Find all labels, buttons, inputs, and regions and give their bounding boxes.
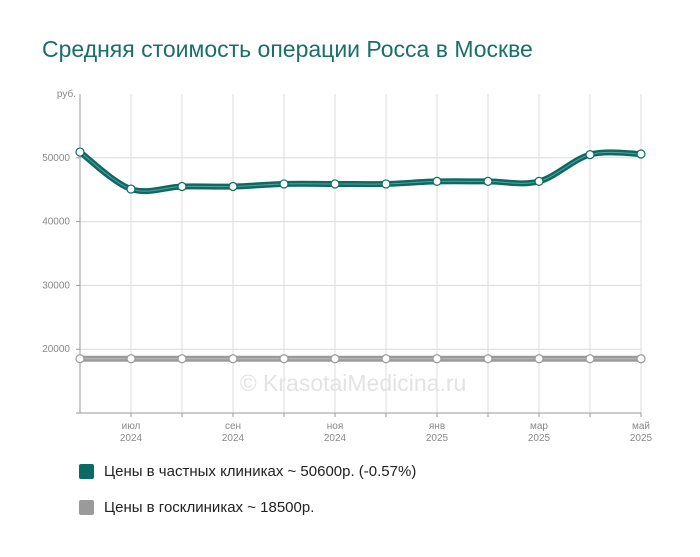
chart-title: Средняя стоимость операции Росса в Москв…	[42, 36, 533, 62]
data-point-private[interactable]	[483, 176, 493, 187]
data-point-private[interactable]	[330, 179, 340, 189]
grid	[80, 94, 642, 413]
watermark: © KrasotaiMedicina.ru	[240, 370, 467, 396]
y-tick-label: 50000	[42, 153, 70, 164]
data-point-private[interactable]	[228, 181, 238, 192]
data-point-private[interactable]	[432, 176, 442, 187]
data-point-private[interactable]	[177, 181, 187, 192]
data-point-public[interactable]	[585, 354, 595, 364]
data-point-public[interactable]	[228, 354, 238, 364]
legend-swatch-public	[79, 500, 94, 515]
x-tick-label-month: сен	[225, 421, 241, 432]
data-point-private[interactable]	[75, 147, 85, 157]
legend-label-private: Цены в частных клиниках ~ 50600р. (-0.57…	[104, 463, 417, 480]
y-tick-label: 20000	[42, 344, 70, 355]
data-point-private[interactable]	[126, 184, 136, 194]
series-lines	[77, 149, 644, 362]
data-point-private[interactable]	[381, 179, 391, 189]
x-tick-label-month: май	[632, 421, 650, 432]
y-axis-unit-label: руб.	[57, 88, 76, 100]
x-tick-label-year: 2024	[324, 433, 347, 444]
data-point-private[interactable]	[279, 179, 289, 189]
x-tick-label-year: 2025	[426, 433, 449, 444]
x-tick-label-month: ноя	[327, 421, 344, 432]
data-point-public[interactable]	[432, 354, 442, 364]
y-tick-label: 40000	[42, 217, 70, 228]
x-tick-label-year: 2025	[528, 433, 551, 444]
legend-item-public[interactable]: Цены в госклиниках ~ 18500р.	[79, 499, 314, 516]
x-tick-label-month: янв	[429, 421, 445, 432]
data-point-public[interactable]	[636, 354, 646, 364]
data-point-public[interactable]	[534, 354, 544, 364]
data-point-private[interactable]	[636, 149, 646, 159]
data-point-public[interactable]	[126, 354, 136, 364]
data-points	[75, 147, 646, 364]
data-point-private[interactable]	[534, 176, 544, 187]
legend-swatch-private	[79, 464, 94, 479]
x-tick-label-year: 2024	[120, 433, 143, 444]
x-tick-label-month: мар	[530, 421, 548, 432]
y-tick-label: 30000	[42, 280, 70, 291]
data-point-public[interactable]	[75, 354, 85, 364]
data-point-private[interactable]	[585, 150, 595, 160]
x-tick-label-year: 2025	[630, 433, 653, 444]
data-point-public[interactable]	[483, 354, 493, 364]
data-point-public[interactable]	[381, 354, 391, 364]
x-tick-label-year: 2024	[222, 433, 245, 444]
data-point-public[interactable]	[279, 354, 289, 364]
data-point-public[interactable]	[177, 354, 187, 364]
legend-label-public: Цены в госклиниках ~ 18500р.	[104, 499, 315, 516]
x-tick-label-month: июл	[122, 421, 141, 432]
data-point-public[interactable]	[330, 354, 340, 364]
axes: руб.20000300004000050000июл2024сен2024но…	[42, 88, 652, 444]
legend-item-private[interactable]: Цены в частных клиниках ~ 50600р. (-0.57…	[79, 463, 416, 480]
